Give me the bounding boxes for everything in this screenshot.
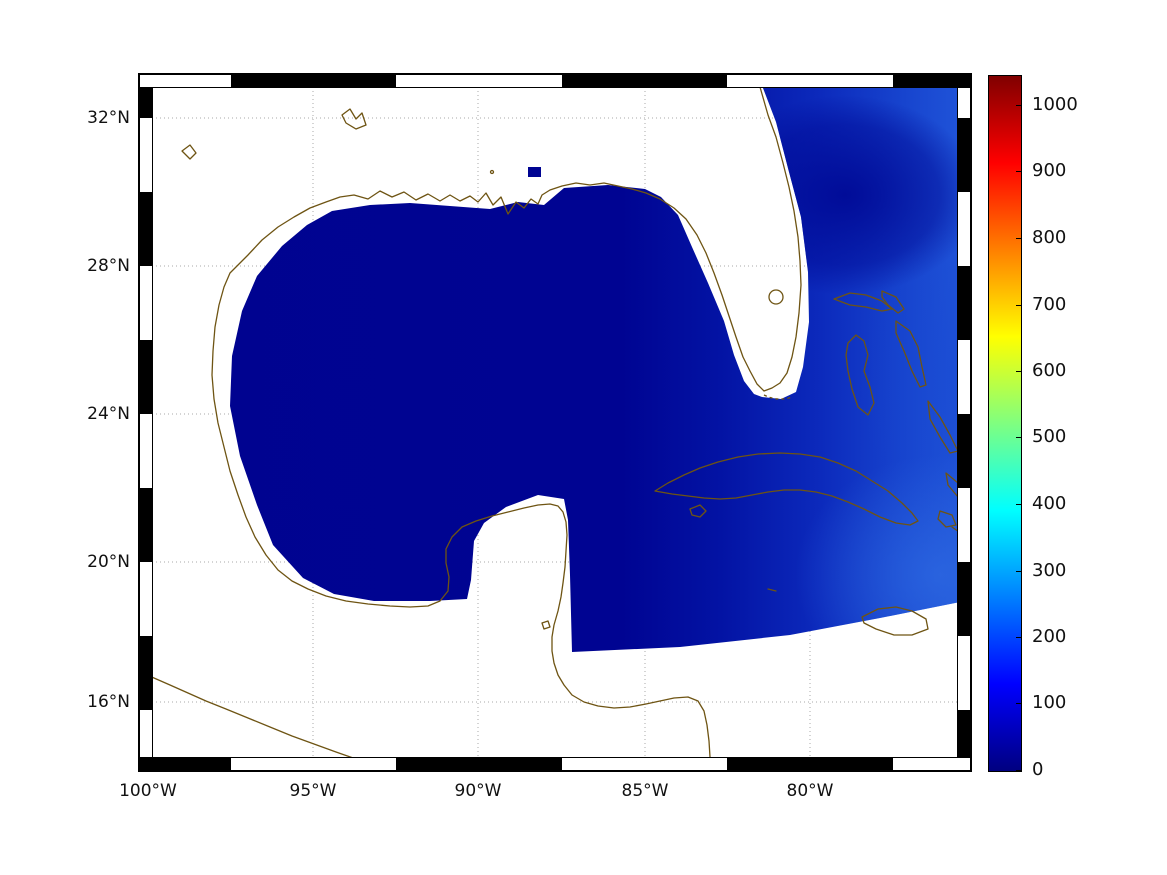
- colorbar-tick-300: 300: [1016, 560, 1102, 582]
- colorbar: [988, 75, 1022, 772]
- colorbar-tick-600: 600: [1016, 360, 1102, 382]
- frame-band-top: [140, 75, 970, 88]
- lon-tick-90w: 90°W: [454, 781, 502, 801]
- coastline-north-america: [211, 75, 802, 770]
- map-plot: [140, 75, 970, 770]
- lake-yucatan: [541, 620, 551, 630]
- colorbar-tick-100: 100: [1016, 692, 1102, 714]
- inland-lakes: [181, 108, 551, 630]
- island-long-island: [927, 400, 959, 454]
- lon-tick-85w: 85°W: [621, 781, 669, 801]
- colorbar-tick-200: 200: [1016, 626, 1102, 648]
- map-frame: [138, 73, 972, 772]
- lake-texas-1: [181, 144, 197, 160]
- frame-band-right: [957, 75, 970, 770]
- lake-okeechobee: [768, 289, 784, 305]
- coastline-isle-of-youth: [689, 504, 707, 518]
- lat-tick-16n: 16°N: [87, 692, 130, 712]
- lon-tick-95w: 95°W: [289, 781, 337, 801]
- lon-tick-80w: 80°W: [786, 781, 834, 801]
- lon-tick-100w: 100°W: [119, 781, 177, 801]
- lake-texas-2: [341, 108, 367, 130]
- lat-tick-32n: 32°N: [87, 108, 130, 128]
- colorbar-tick-400: 400: [1016, 493, 1102, 515]
- island-abaco: [881, 290, 905, 314]
- lat-tick-24n: 24°N: [87, 404, 130, 424]
- colorbar-tick-1000: 1000: [1016, 94, 1102, 116]
- colorbar-tick-900: 900: [1016, 160, 1102, 182]
- data-pixel: [528, 167, 541, 177]
- coastline-florida-keys: [763, 394, 793, 400]
- colorbar-tick-0: 0: [1016, 759, 1102, 781]
- colorbar-tick-700: 700: [1016, 294, 1102, 316]
- frame-band-bottom: [140, 757, 970, 770]
- colorbar-tick-800: 800: [1016, 227, 1102, 249]
- coastline-cuba: [654, 452, 919, 526]
- frame-band-left: [140, 75, 153, 770]
- colorbar-tick-500: 500: [1016, 426, 1102, 448]
- delta-islet: [489, 169, 495, 175]
- island-andros: [845, 334, 875, 416]
- island-eleuthera: [895, 320, 927, 388]
- coastline-jamaica: [861, 606, 929, 636]
- coastline-bahamas: [833, 290, 970, 542]
- lat-tick-28n: 28°N: [87, 256, 130, 276]
- island-cayman: [767, 588, 777, 592]
- lat-tick-20n: 20°N: [87, 552, 130, 572]
- island-inagua: [937, 510, 957, 528]
- coastline-pacific-mexico: [140, 671, 399, 770]
